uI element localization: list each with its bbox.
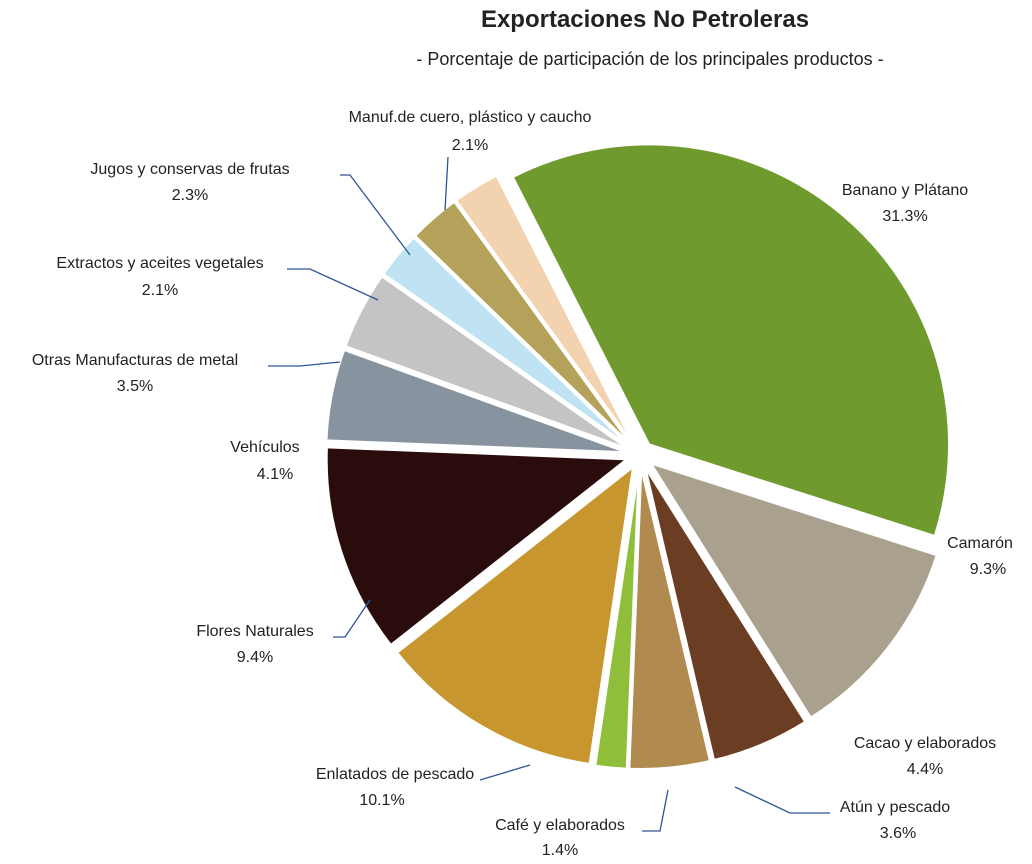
slice-label: Atún y pescado	[840, 799, 950, 816]
slice-value-label: 4.4%	[907, 761, 943, 778]
slice-label: Otras Manufacturas de metal	[32, 352, 238, 369]
chart-title: Exportaciones No Petroleras	[481, 6, 809, 33]
slice-value-label: 2.3%	[172, 187, 208, 204]
leader-line	[480, 765, 530, 780]
slice-label: Cacao y elaborados	[854, 735, 996, 752]
slice-label: Manuf.de cuero, plástico y caucho	[349, 109, 592, 126]
slice-value-label: 10.1%	[359, 792, 404, 809]
slice-label: Extractos y aceites vegetales	[56, 255, 263, 272]
leader-line	[268, 362, 340, 366]
leader-line	[445, 157, 448, 210]
slice-label: Flores Naturales	[196, 623, 313, 640]
slice-value-label: 9.3%	[970, 561, 1006, 578]
slice-value-label: 2.1%	[142, 282, 178, 299]
slice-label: Camarón	[947, 535, 1013, 552]
leader-line	[287, 269, 378, 300]
slice-value-label: 3.6%	[880, 825, 916, 842]
leader-line	[642, 790, 668, 831]
slice-label: Banano y Plátano	[842, 182, 968, 199]
slice-label: Enlatados de pescado	[316, 766, 474, 783]
slice-value-label: 2.1%	[452, 137, 488, 154]
chart: Exportaciones No Petroleras - Porcentaje…	[0, 0, 1032, 859]
leader-line	[340, 175, 410, 255]
slice-label: Café y elaborados	[495, 817, 625, 834]
slice-value-label: 3.5%	[117, 378, 153, 395]
slice-label: Vehículos	[230, 439, 299, 456]
slice-value-label: 1.4%	[542, 842, 578, 859]
slice-value-label: 4.1%	[257, 466, 293, 483]
leader-line	[735, 787, 830, 813]
chart-subtitle: - Porcentaje de participación de los pri…	[416, 49, 883, 69]
slice-value-label: 31.3%	[882, 208, 927, 225]
slice-value-label: 9.4%	[237, 649, 273, 666]
slice-label: Jugos y conservas de frutas	[90, 161, 289, 178]
